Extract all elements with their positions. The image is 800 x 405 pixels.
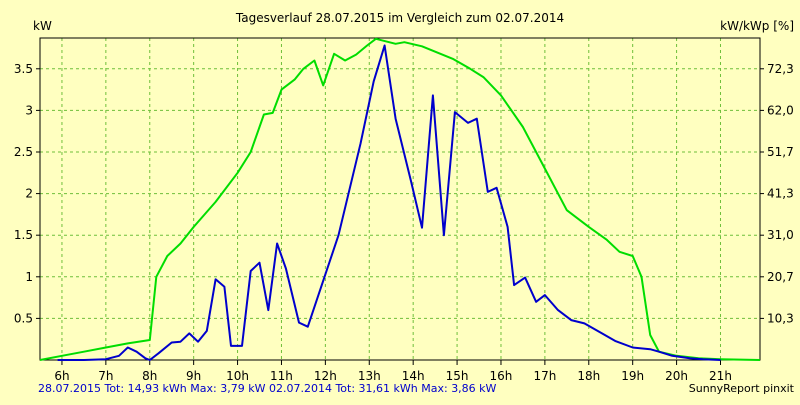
y-tick-label: 0.5 [14, 311, 33, 325]
x-tick-label: 18h [577, 369, 600, 383]
x-tick-label: 7h [98, 369, 113, 383]
y2-tick-label: 62,0 [767, 103, 794, 117]
y2-tick-label: 51,7 [767, 145, 794, 159]
x-tick-label: 17h [533, 369, 556, 383]
legend-series-2015: 28.07.2015 Tot: 14,93 kWh Max: 3,79 kW [38, 382, 266, 395]
footer-legend: 28.07.2015 Tot: 14,93 kWh Max: 3,79 kW 0… [38, 382, 497, 395]
legend-series-2014: 02.07.2014 Tot: 31,61 kWh Max: 3,86 kW [269, 382, 497, 395]
y-tick-label: 2.5 [14, 145, 33, 159]
y-tick-label: 1 [25, 270, 33, 284]
x-tick-label: 9h [186, 369, 201, 383]
x-tick-label: 20h [665, 369, 688, 383]
grid-layer [40, 38, 760, 360]
tick-label-layer: 6h 7h 8h 9h 10h 11h 12h 13h 14h 15h 16h 17h 18h 19h 20… [14, 62, 794, 383]
x-tick-label: 19h [621, 369, 644, 383]
y-axis-label-left: kW [33, 19, 52, 33]
y2-tick-label: 20,7 [767, 270, 794, 284]
y2-tick-label: 41,3 [767, 187, 794, 201]
chart-title: Tagesverlauf 28.07.2015 im Vergleich zum… [235, 11, 564, 25]
x-tick-label: 15h [446, 369, 469, 383]
axis-layer [36, 37, 764, 365]
x-tick-label: 21h [709, 369, 732, 383]
footer-credit: SunnyReport pinxit [689, 382, 795, 395]
x-tick-label: 8h [142, 369, 157, 383]
plot-frame [39, 37, 761, 361]
x-tick-label: 10h [226, 369, 249, 383]
x-tick-label: 16h [490, 369, 513, 383]
y-tick-label: 3.5 [14, 62, 33, 76]
y-tick-label: 1.5 [14, 228, 33, 242]
y2-tick-label: 10,3 [767, 311, 794, 325]
x-tick-label: 14h [402, 369, 425, 383]
y2-tick-label: 72,3 [767, 62, 794, 76]
x-tick-label: 11h [270, 369, 293, 383]
y-tick-label: 2 [25, 187, 33, 201]
x-tick-label: 13h [358, 369, 381, 383]
x-tick-label: 12h [314, 369, 337, 383]
y2-tick-label: 31,0 [767, 228, 794, 242]
y-tick-label: 3 [25, 103, 33, 117]
series-line-2015 [57, 44, 721, 361]
series-line-2014 [39, 37, 761, 361]
x-tick-label: 6h [54, 369, 69, 383]
series-layer [39, 37, 761, 361]
y-axis-label-right: kW/kWp [%] [720, 19, 794, 33]
